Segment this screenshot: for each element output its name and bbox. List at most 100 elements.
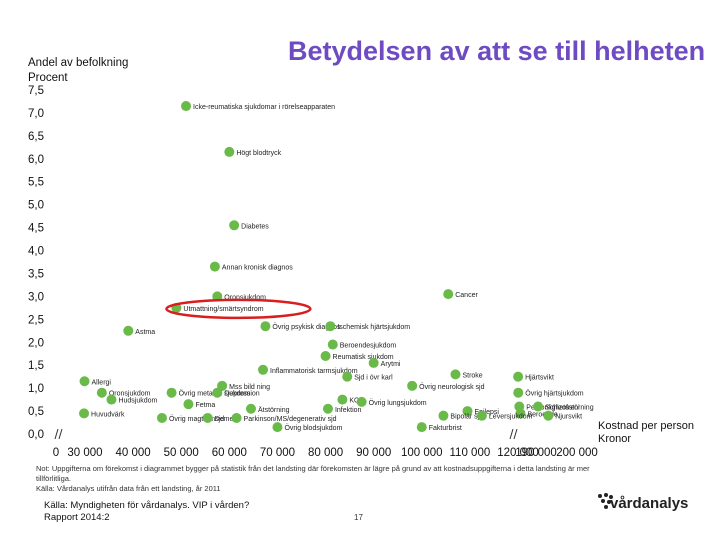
data-point-label: Mss bild ning (229, 384, 270, 391)
y-tick-label: 3,5 (28, 268, 44, 280)
data-point (342, 371, 353, 382)
data-point-label: Annan kronisk diagnos (222, 265, 293, 272)
y-tick-label: 6,5 (28, 131, 44, 143)
data-point (407, 380, 418, 391)
data-point-label: Bipolär sjd (450, 414, 483, 421)
data-point (325, 321, 336, 332)
x-tick-label: 120 000 (497, 447, 539, 459)
data-point-label: Beroende (527, 411, 557, 418)
x-tick-label: 200 000 (556, 447, 598, 459)
data-point (260, 321, 271, 332)
footnote-source: Källa: Vårdanalys utifrån data från ett … (36, 484, 221, 493)
data-point (476, 410, 487, 421)
data-point (79, 408, 90, 419)
data-point (123, 325, 134, 336)
x-tick-label: 40 000 (116, 447, 151, 459)
vardanalys-logo-icon (598, 493, 613, 509)
data-point-label: Ischemisk hjärtsjukdom (337, 324, 410, 331)
y-tick-label: 3,0 (28, 291, 44, 303)
data-point-label: Njursvikt (555, 414, 582, 421)
x-axis-break-mark (58, 428, 63, 440)
y-axis-label-line2: Procent (28, 72, 68, 84)
page-number: 17 (354, 513, 363, 522)
data-point-label: Allergi (92, 379, 112, 386)
data-point-label: Övrig hjärtsjukdom (525, 390, 584, 398)
x-axis-label-line1: Kostnad per person (598, 420, 695, 432)
data-point-label: Sjd i övr karl (354, 375, 393, 382)
x-tick-label: 50 000 (164, 447, 199, 459)
data-point (416, 422, 427, 433)
x-tick-label: 90 000 (356, 447, 391, 459)
x-tick-label: 70 000 (260, 447, 295, 459)
data-point-label: Epilepsi (474, 409, 499, 416)
data-point-label: KOL (349, 398, 363, 405)
data-point (231, 412, 242, 423)
x-tick-label: 0 (53, 447, 59, 459)
data-point (543, 410, 554, 421)
data-point-label: Utmattning/smärtsyndrom (183, 306, 263, 313)
y-tick-label: 7,0 (28, 108, 44, 120)
data-point-label: Demens (215, 416, 242, 423)
data-point-label: Personlighetsstörning (526, 404, 593, 411)
data-point (202, 412, 213, 423)
x-tick-label: 80 000 (308, 447, 343, 459)
data-point (337, 394, 348, 405)
data-point-label: Astma (135, 329, 155, 336)
y-tick-label: 4,0 (28, 246, 44, 258)
source-line-2: Rapport 2014:2 (44, 512, 110, 523)
x-axis-break-mark (513, 428, 518, 440)
data-point-label: Oronsjukdom (224, 294, 266, 301)
data-point (438, 410, 449, 421)
y-axis-label: Andel av befolkning Procent (28, 56, 128, 86)
data-point-label: Ätstörning (258, 406, 290, 414)
source-block: Källa: Myndigheten för vårdanalys. VIP i… (44, 500, 249, 524)
x-tick-label: 60 000 (212, 447, 247, 459)
data-point-label: Infektion (335, 407, 362, 414)
x-tick-label: 190 000 (515, 447, 557, 459)
data-point (513, 371, 524, 382)
y-tick-label: 1,0 (28, 383, 44, 395)
data-point-label: Parkinson/MS/degenerativ sjd (244, 416, 337, 423)
data-point (443, 289, 454, 300)
y-tick-label: 2,5 (28, 314, 44, 326)
data-point (258, 364, 269, 375)
x-axis-break-mark (54, 428, 59, 440)
y-tick-label: 7,5 (28, 85, 44, 97)
y-tick-label: 2,0 (28, 337, 44, 349)
y-axis-label-line1: Andel av befolkning (28, 57, 129, 69)
data-point (79, 376, 90, 387)
data-point-label: Icke-reumatiska sjukdomar i rörelseappar… (193, 104, 335, 111)
data-point (515, 408, 526, 419)
data-point (368, 357, 379, 368)
data-point-label: Övrig neurologisk sjd (419, 383, 484, 391)
data-point-label: Stroke (462, 372, 482, 379)
data-point-label: Högt blodtryck (236, 150, 281, 157)
data-point (450, 369, 461, 380)
data-point-label: Hudsjukdom (118, 398, 157, 405)
data-point-label: Depression (224, 391, 260, 398)
data-point (209, 261, 220, 272)
data-point (513, 387, 524, 398)
data-point (166, 387, 177, 398)
y-tick-label: 5,0 (28, 200, 44, 212)
data-point-label: Huvudvärk (91, 411, 125, 418)
footnote: Not: Uppgifterna om förekomst i diagramm… (36, 464, 590, 483)
data-point (356, 396, 367, 407)
y-tick-label: 4,5 (28, 223, 44, 235)
data-point (327, 339, 338, 350)
data-point (212, 387, 223, 398)
data-point-label: Inflammatorisk tarmsjukdom (270, 368, 358, 375)
data-point-label: Övrig psykisk diagnos (272, 323, 341, 331)
data-point-label: Diabetes (241, 223, 269, 230)
data-point-label: Leversjukdom (489, 414, 533, 421)
y-tick-label: 1,5 (28, 360, 44, 372)
x-axis-label-line2: Kronor (598, 433, 632, 445)
data-point-label: Cancer (455, 292, 478, 299)
data-point-label: Övrig magtarmsjd (169, 415, 224, 423)
data-point (320, 351, 331, 362)
data-point (533, 401, 544, 412)
y-tick-label: 0,0 (28, 429, 44, 441)
data-point (183, 399, 194, 410)
